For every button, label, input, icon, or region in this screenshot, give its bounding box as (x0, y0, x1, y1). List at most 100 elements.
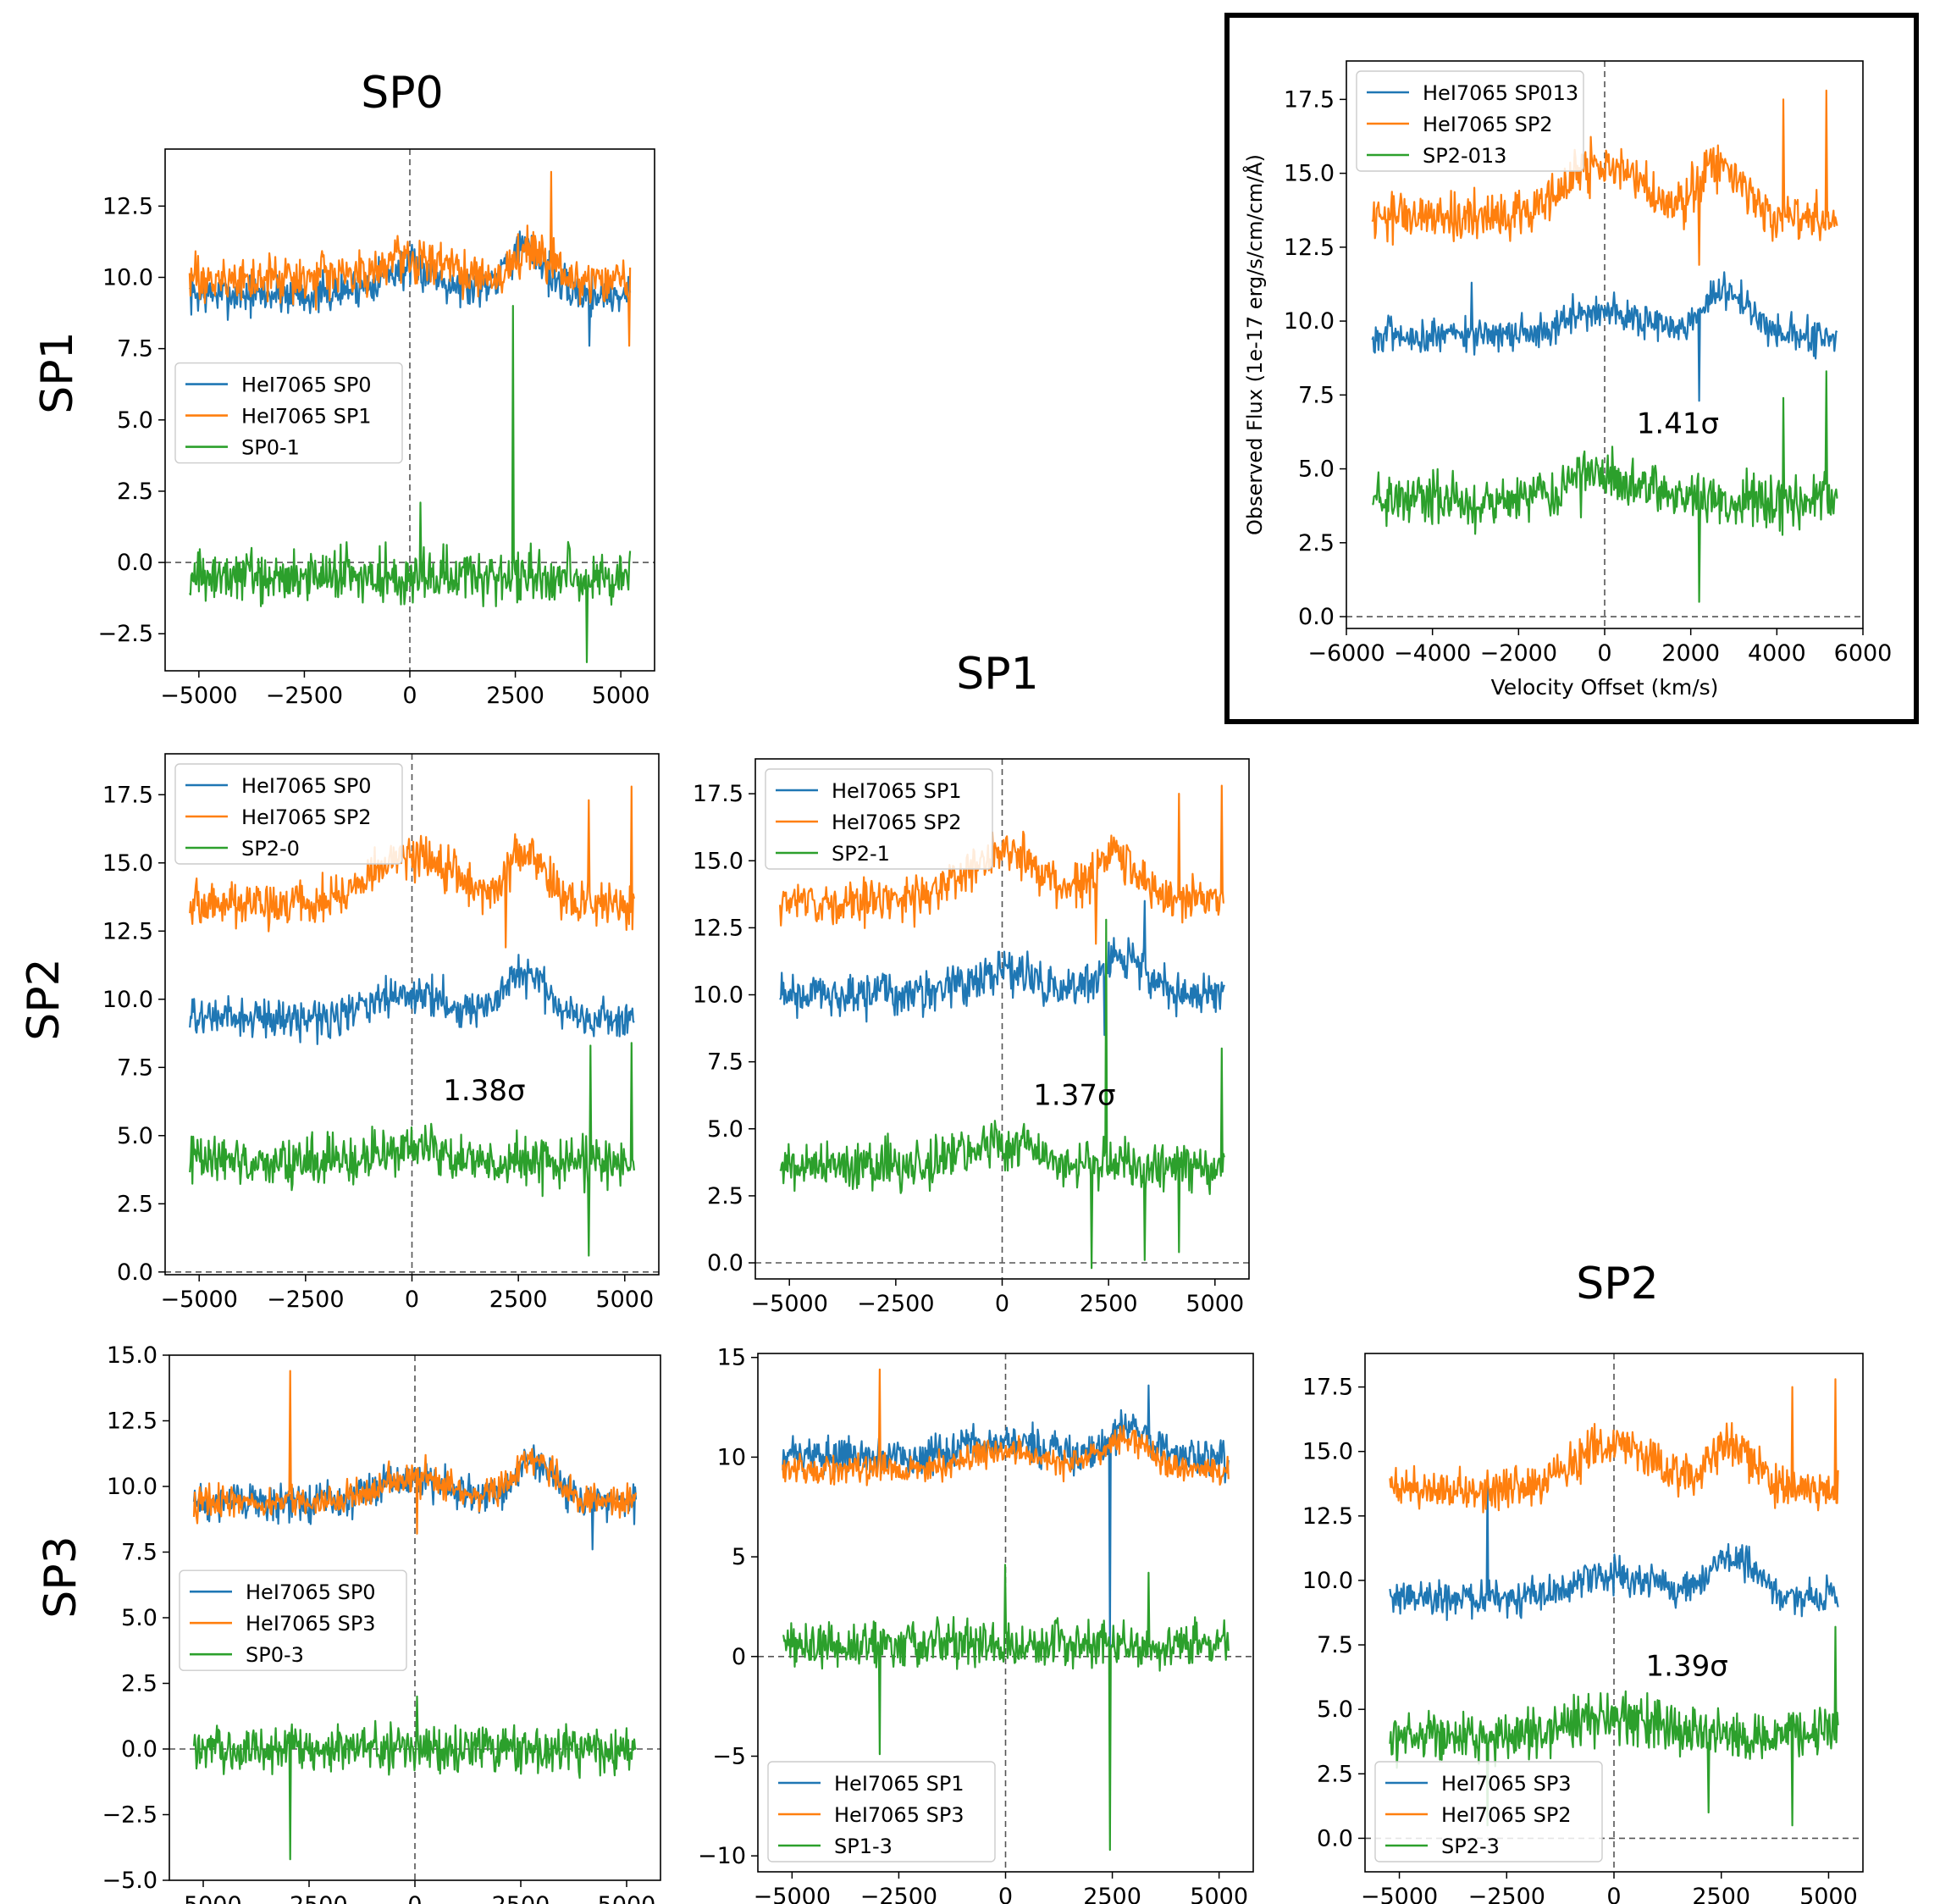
legend: HeI7065 SP0 HeI7065 SP3 SP0-3 (179, 1569, 407, 1671)
significance-annotation: 1.38σ (443, 1074, 525, 1108)
x-tick-label: 2500 (1692, 1884, 1750, 1904)
y-tick-label: 12.5 (693, 915, 743, 941)
plot-frame (754, 758, 1250, 1280)
series-line-1 (188, 170, 632, 347)
x-tick-label: 0 (998, 1884, 1013, 1904)
y-tick-label: 5.0 (707, 1116, 743, 1143)
legend-label: HeI7065 SP1 (834, 1772, 964, 1796)
legend-label: HeI7065 SP2 (832, 811, 962, 834)
x-tick-label: 0 (1606, 1884, 1621, 1904)
y-tick-label: 17.5 (1302, 1375, 1353, 1401)
y-tick-label: −10 (698, 1843, 746, 1869)
y-tick-label: 0.0 (121, 1736, 158, 1763)
legend-label: HeI7065 SP0 (246, 1580, 376, 1604)
y-tick-label: 2.5 (117, 1191, 153, 1217)
x-tick-label: −5000 (161, 1287, 238, 1313)
series-line-2 (192, 1695, 637, 1861)
series-line-2 (188, 305, 632, 663)
x-tick-label: −2500 (266, 683, 343, 709)
x-tick-label: −2500 (857, 1291, 934, 1317)
x-tick-label: 2500 (486, 683, 544, 709)
x-tick-label: 5000 (592, 683, 650, 709)
y-tick-label: 7.5 (117, 336, 153, 363)
y-tick-label: 2.5 (121, 1671, 158, 1697)
legend: HeI7065 SP1 HeI7065 SP3 SP1-3 (767, 1761, 996, 1862)
column-title-sp0: SP0 (361, 68, 444, 119)
legend-label: HeI7065 SP3 (1441, 1772, 1572, 1796)
y-tick-label: 15.0 (1302, 1439, 1353, 1465)
series-line-1 (189, 785, 635, 949)
significance-annotation: 1.39σ (1646, 1650, 1728, 1684)
x-tick-label: 2500 (492, 1892, 550, 1904)
legend-label: HeI7065 SP2 (1441, 1803, 1572, 1827)
y-tick-label: 15 (717, 1345, 746, 1371)
y-tick-label: −2.5 (102, 1802, 158, 1829)
series-line-0 (782, 1384, 1230, 1648)
y-tick-label: 5.0 (1317, 1696, 1353, 1723)
legend-label: HeI7065 SP0 (241, 774, 372, 798)
series-line-0 (188, 230, 632, 347)
legend-label: SP2-1 (832, 842, 890, 866)
legend-box (767, 1761, 996, 1862)
column-title-sp2: SP2 (1576, 1259, 1659, 1309)
x-tick-label: 5000 (595, 1287, 654, 1313)
x-tick-label: 2500 (1080, 1291, 1138, 1317)
legend: HeI7065 SP0 HeI7065 SP2 SP2-0 (174, 763, 403, 865)
y-tick-label: 17.5 (693, 781, 743, 807)
y-tick-label: 10.0 (693, 982, 743, 1009)
y-tick-label: 5.0 (117, 1123, 153, 1149)
legend-label: HeI7065 SP1 (832, 779, 962, 803)
y-tick-label: 7.5 (1317, 1632, 1353, 1658)
y-tick-label: 2.5 (117, 479, 153, 505)
row-title-sp2: SP2 (19, 958, 69, 1041)
series-line-2 (779, 918, 1225, 1270)
x-tick-label: −2500 (270, 1892, 347, 1904)
legend-label: HeI7065 SP2 (241, 805, 372, 829)
y-tick-label: 0.0 (117, 550, 153, 576)
x-tick-label: −5000 (754, 1884, 831, 1904)
x-tick-label: −5000 (164, 1892, 241, 1904)
series-line-0 (779, 899, 1225, 1037)
x-tick-label: 0 (407, 1892, 422, 1904)
y-tick-label: 0.0 (1317, 1825, 1353, 1851)
y-tick-label: 0.0 (117, 1259, 153, 1286)
legend-box (765, 768, 993, 870)
legend-label: SP0-3 (246, 1643, 304, 1667)
plot-frame (757, 1353, 1254, 1873)
y-tick-label: 12.5 (107, 1409, 158, 1435)
x-tick-label: 0 (402, 683, 417, 709)
y-tick-label: 15.0 (693, 848, 743, 874)
x-tick-label: 2500 (489, 1287, 548, 1313)
y-tick-label: 12.5 (1302, 1503, 1353, 1530)
y-tick-label: 5.0 (117, 407, 153, 434)
series-line-1 (779, 784, 1224, 945)
series-line-0 (1389, 1474, 1839, 1621)
legend-label: HeI7065 SP0 (241, 374, 372, 397)
y-tick-label: 10.0 (107, 1474, 158, 1500)
y-tick-label: 2.5 (1317, 1761, 1353, 1787)
legend: HeI7065 SP1 HeI7065 SP2 SP2-1 (765, 768, 993, 870)
column-title-sp1: SP1 (956, 649, 1039, 700)
x-tick-label: −2500 (267, 1287, 344, 1313)
y-tick-label: −2.5 (97, 621, 153, 647)
series-line-2 (1389, 1625, 1839, 1827)
legend-label: HeI7065 SP3 (834, 1803, 964, 1827)
legend-label: SP2-0 (241, 837, 300, 861)
x-tick-label: 5000 (598, 1892, 656, 1904)
y-tick-label: 2.5 (707, 1183, 743, 1209)
series-line-2 (189, 1042, 635, 1257)
y-tick-label: 15.0 (107, 1342, 158, 1369)
row-title-sp1: SP1 (32, 331, 83, 414)
significance-annotation: 1.37σ (1033, 1078, 1115, 1112)
plot-frame (164, 753, 660, 1276)
x-tick-label: 5000 (1186, 1291, 1244, 1317)
x-tick-label: −5000 (1361, 1884, 1438, 1904)
y-tick-label: −5.0 (102, 1868, 158, 1894)
y-tick-label: 10.0 (102, 987, 153, 1013)
legend-label: SP1-3 (834, 1835, 893, 1858)
x-tick-label: −2500 (1468, 1884, 1545, 1904)
series-line-0 (192, 1444, 638, 1551)
series-line-1 (782, 1368, 1230, 1486)
series-line-0 (189, 954, 635, 1045)
series-line-2 (782, 1564, 1230, 1851)
